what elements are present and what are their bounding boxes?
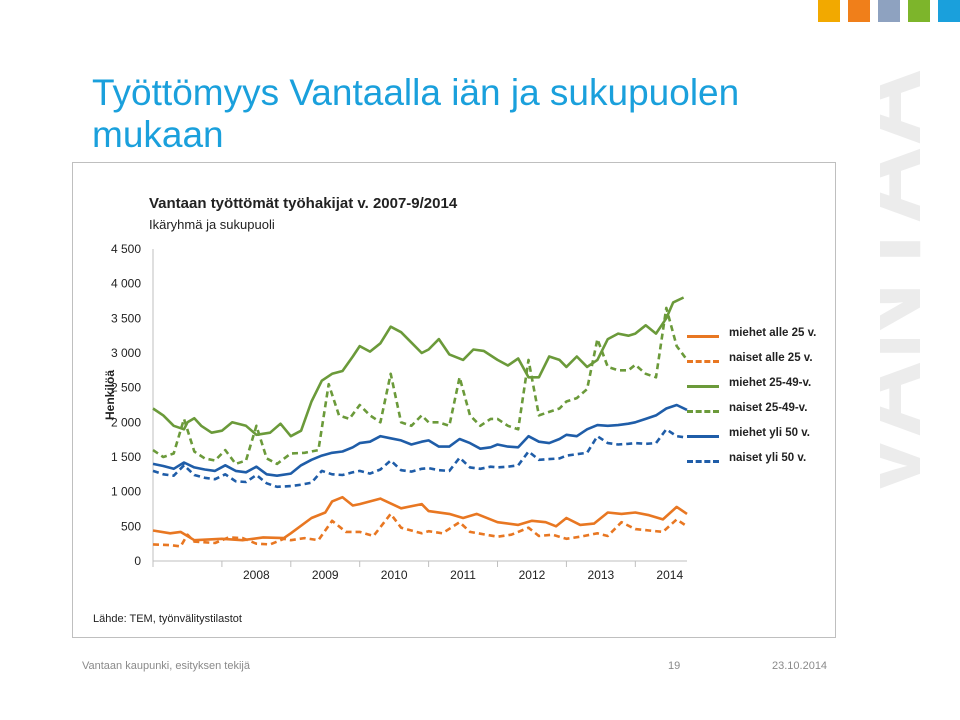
- watermark-text: VANTAA: [880, 68, 943, 502]
- brand-square-orange: [848, 0, 870, 22]
- legend-swatch: [687, 335, 719, 338]
- x-tick-label: 2008: [243, 568, 270, 582]
- y-tick-label: 1 000: [111, 485, 141, 499]
- series-line-4: [152, 306, 689, 466]
- legend-label: miehet 25-49-v.: [729, 377, 812, 389]
- slide-title: Työttömyys Vantaalla iän ja sukupuolen m…: [92, 72, 740, 155]
- x-tick-label: 2014: [656, 568, 683, 582]
- brand-square-grey: [878, 0, 900, 22]
- vantaa-watermark-logo: VANTAA: [880, 68, 943, 502]
- series-line-6: [152, 427, 688, 489]
- y-tick-label: 3 000: [111, 346, 141, 360]
- y-tick-label: 2 000: [111, 415, 141, 429]
- series-line-5: [152, 403, 688, 478]
- x-tick-label: 2009: [312, 568, 339, 582]
- legend-swatch: [687, 460, 719, 463]
- y-tick-label: 500: [121, 519, 141, 533]
- y-tick-label: 4 000: [111, 277, 141, 291]
- chart-container: Vantaan työttömät työhakijat v. 2007-9/2…: [72, 162, 836, 638]
- legend-label: naiset alle 25 v.: [729, 352, 813, 364]
- y-tick-label: 4 500: [111, 242, 141, 256]
- legend-swatch: [687, 385, 719, 388]
- brand-square-blue: [938, 0, 960, 22]
- x-tick-label: 2012: [519, 568, 546, 582]
- line-chart: 0 500 1 000 1 500 2 000 2 500 3 000 3 500 4 000 4…: [111, 242, 689, 582]
- legend-label: miehet alle 25 v.: [729, 327, 817, 339]
- chart-subtitle: Ikäryhmä ja sukupuoli: [149, 217, 275, 232]
- legend-swatch: [687, 410, 719, 413]
- y-tick-label: 1 500: [111, 450, 141, 464]
- legend-label: miehet yli 50 v.: [729, 427, 810, 439]
- brand-square-yellow: [818, 0, 840, 22]
- footer-date: 23.10.2014: [772, 660, 828, 672]
- legend-label: naiset yli 50 v.: [729, 452, 807, 464]
- legend-swatch: [687, 435, 719, 438]
- x-tick-label: 2010: [381, 568, 408, 582]
- chart-source: Lähde: TEM, työnvälitystilastot: [93, 613, 242, 625]
- brand-square-green: [908, 0, 930, 22]
- series-line-3: [152, 296, 685, 438]
- footer-presenter: Vantaan kaupunki, esityksen tekijä: [82, 660, 250, 672]
- brand-squares: [810, 0, 960, 22]
- chart-title: Vantaan työttömät työhakijat v. 2007-9/2…: [149, 195, 458, 212]
- y-tick-label: 2 500: [111, 381, 141, 395]
- series-line-2: [152, 512, 688, 548]
- y-tick-label: 3 500: [111, 311, 141, 325]
- x-tick-label: 2011: [450, 568, 476, 582]
- legend-label: naiset 25-49-v.: [729, 402, 808, 414]
- y-tick-label: 0: [134, 554, 141, 568]
- footer-page-number: 19: [668, 660, 681, 672]
- legend-swatch: [687, 360, 719, 363]
- x-tick-label: 2013: [588, 568, 615, 582]
- series-line-1: [152, 495, 688, 542]
